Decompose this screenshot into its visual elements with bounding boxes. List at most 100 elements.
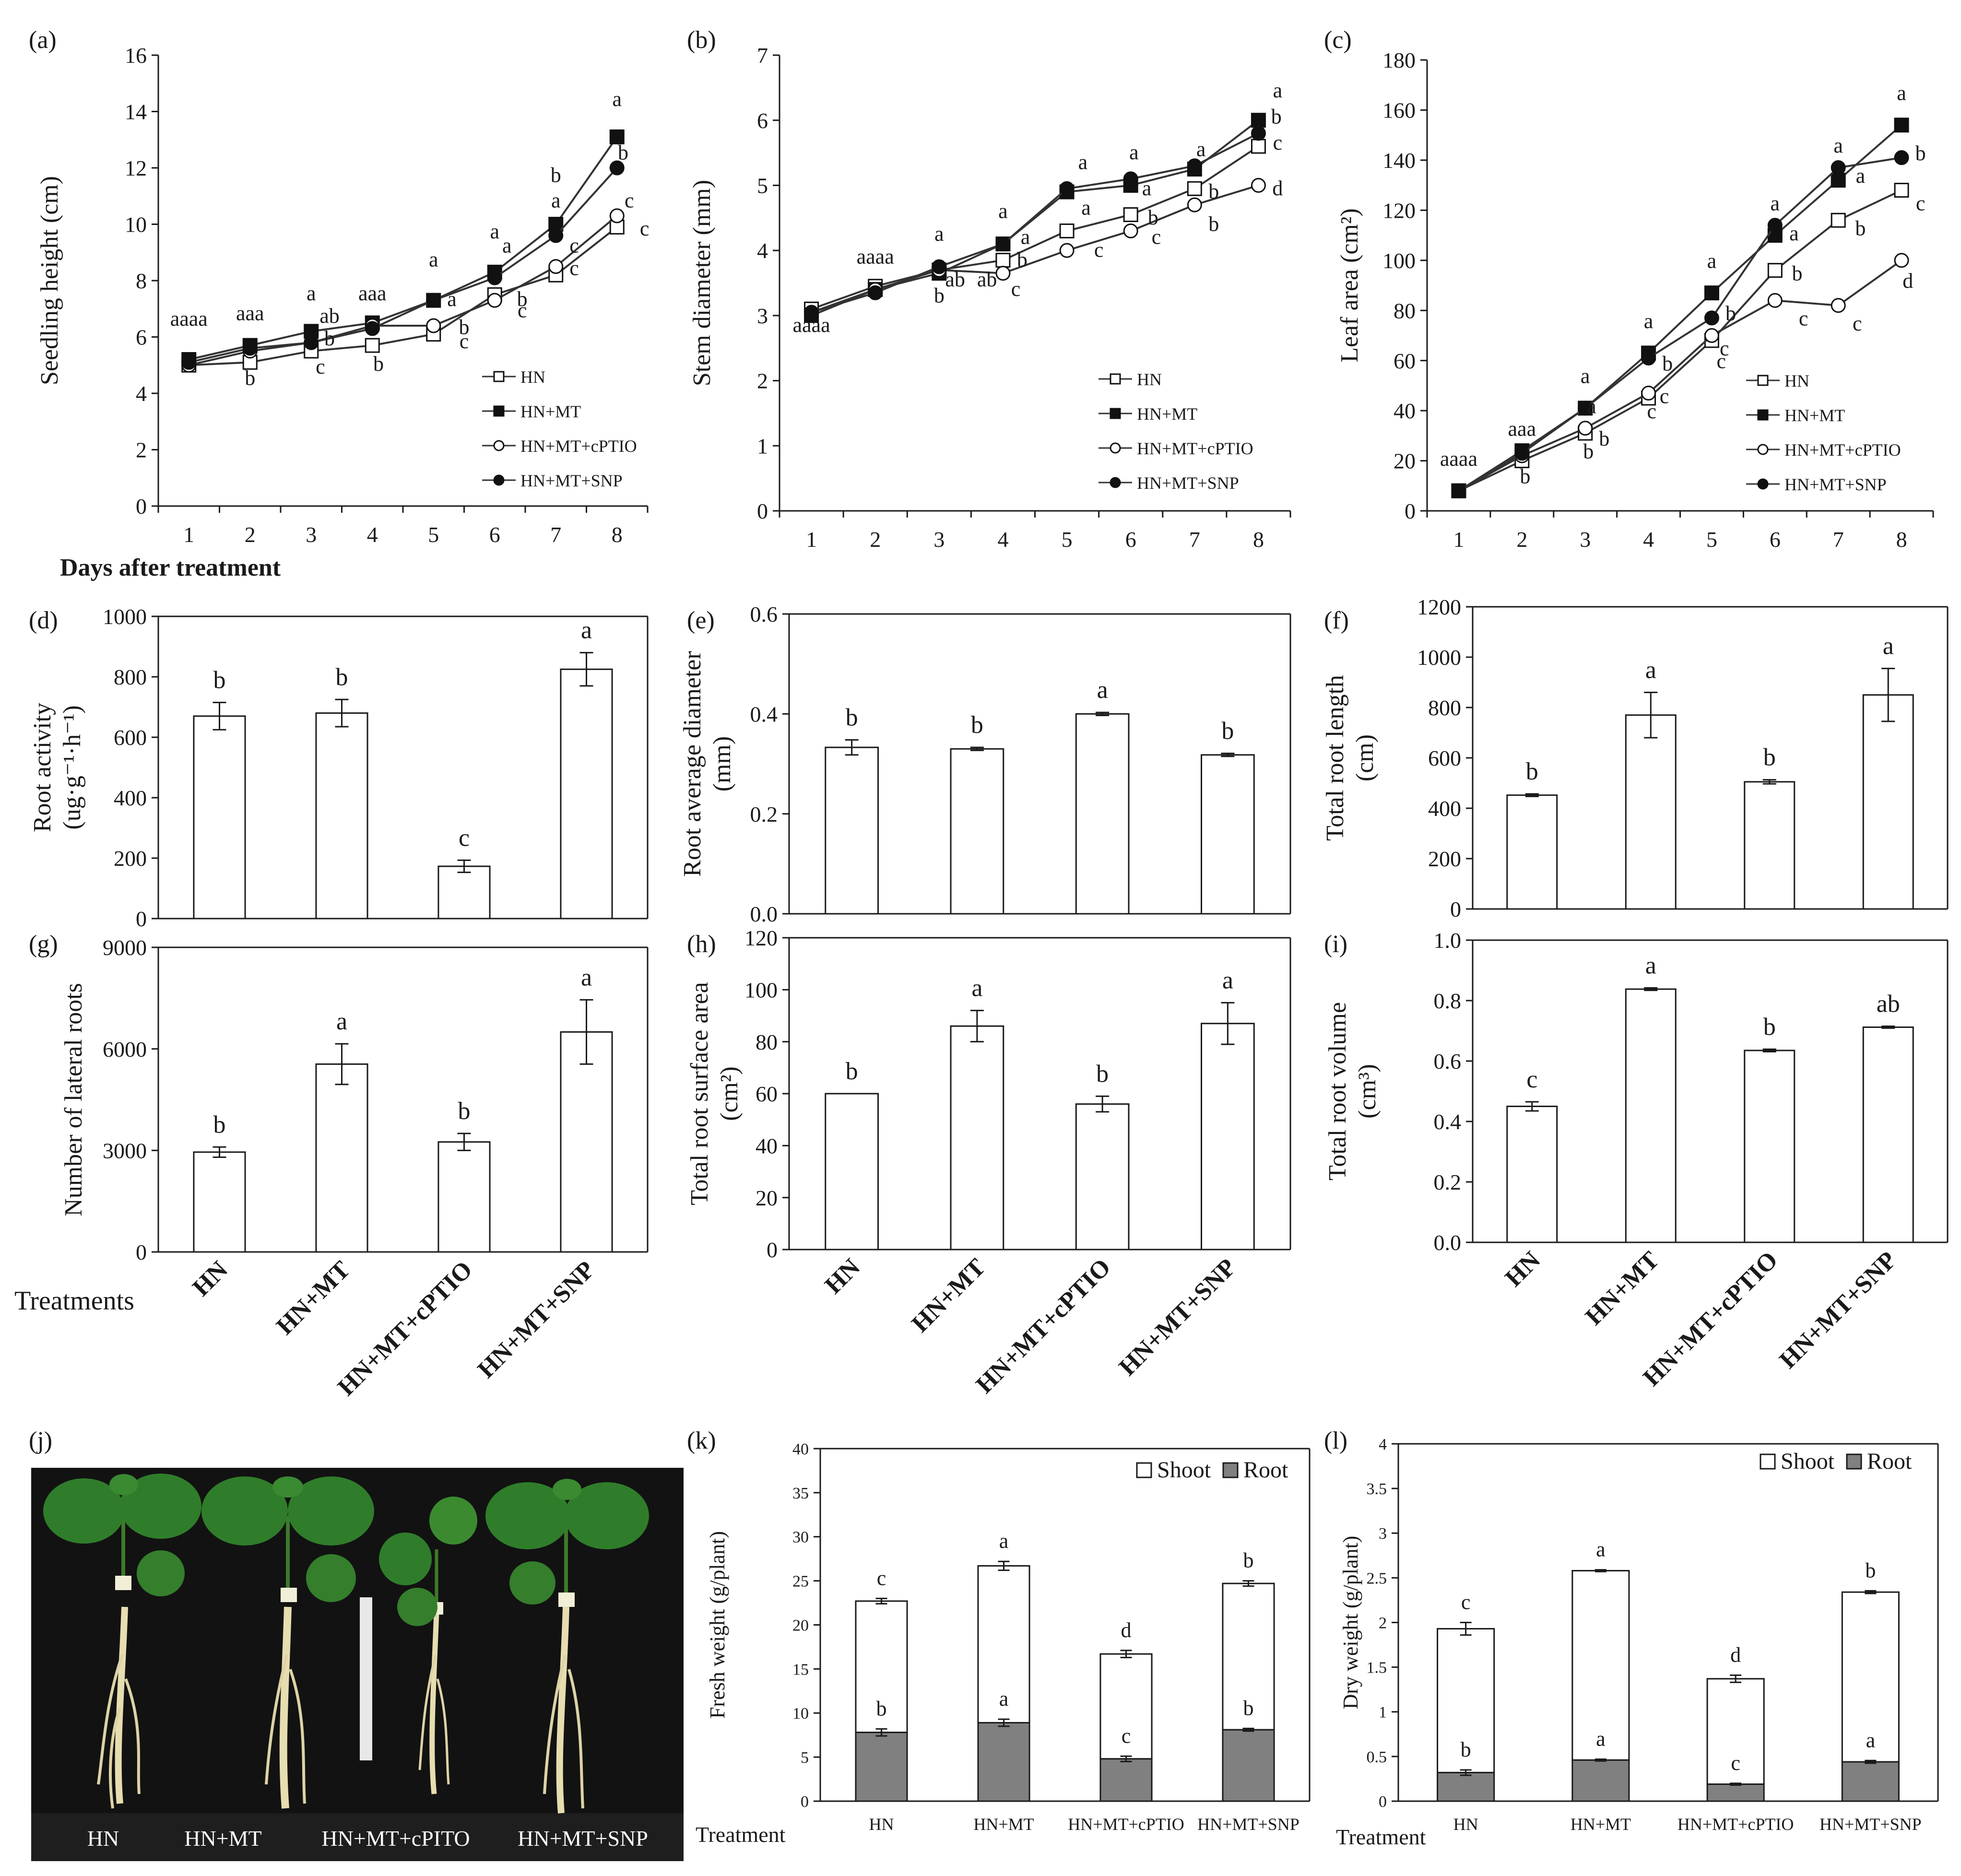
chart-f-ytick-label: 400 [1428,796,1461,821]
chart-l-significance-letter-root: b [1461,1738,1471,1761]
chart-b-point-hn-mt-cptio [1251,177,1266,193]
chart-b-legend-marker [1110,373,1121,385]
chart-c-point-hn [1831,212,1846,228]
chart-i-bar-hn [1506,1106,1558,1243]
chart-b-point-hn [1059,223,1075,238]
chart-d-y-label-unit: (ug·g⁻¹·h⁻¹) [59,705,86,829]
chart-a-ytick-label: 2 [136,438,147,462]
chart-a-point-hn [242,354,258,370]
photo-label-hn: HN [87,1826,119,1851]
chart-b-legend-label: HN+MT [1137,404,1197,424]
chart-a-significance-letter: a [551,189,561,212]
chart-h-bar-hn-mt-snp [1201,1023,1255,1251]
chart-d-significance-letter: b [336,663,348,691]
chart-f-ytick-label: 1200 [1417,595,1461,619]
chart-k-significance-letter-shoot: b [1243,1549,1254,1572]
chart-a-significance-letter: c [460,330,469,353]
chart-b-point-hn [1251,139,1266,154]
chart-a-legend-label: HN+MT+SNP [520,471,623,490]
chart-e-bar-hn-mt [950,748,1004,915]
chart-b-ytick-label: 2 [757,369,768,393]
chart-c-xtick-label: 6 [1770,527,1781,552]
chart-f-bar-hn [1506,794,1558,910]
chart-k-significance-letter-shoot: c [877,1566,886,1590]
chart-f-ytick-label: 0 [1450,897,1461,921]
chart-l-ytick-label: 2 [1379,1614,1387,1632]
chart-a-significance-letter: a [490,220,499,243]
chart-b-ytick-label: 6 [757,108,768,133]
chart-c: 0 20 40 60 80 100 120 140 160 180 Leaf area (cm²) 1… [1336,48,1934,552]
chart-l-ytick-label: 1.5 [1367,1659,1387,1677]
chart-b-xtick-label: 6 [1125,527,1136,552]
chart-b-xtick-label: 3 [933,527,945,552]
chart-c-point-hn-mt-snp [1767,218,1783,233]
chart-c-significance-letter: b [1662,352,1673,376]
photo-label-hn-mt: HN+MT [184,1826,261,1851]
chart-b-point-hn-mt-cptio [995,266,1011,281]
chart-b-xtick-label: 4 [997,527,1008,552]
chart-f-significance-letter: a [1883,633,1894,660]
chart-a-ytick-label: 4 [136,381,147,406]
chart-c-significance-letter: c [1647,400,1656,423]
chart-b-significance-letter: a [934,222,944,246]
chart-f-bar-hn-mt-cptio [1744,781,1796,910]
chart-b-ytick-label: 5 [757,174,768,198]
chart-a-point-hn [365,338,380,353]
chart-k-category-label: HN+MT+cPTIO [1068,1815,1184,1834]
panel-label-c: (c) [1324,26,1352,54]
chart-d-ytick-label: 400 [114,786,147,810]
chart-c-significance-letter: a [1856,164,1866,188]
seedling-plant-hn-mt [201,1476,374,1809]
chart-h-ytick-label: 20 [756,1186,778,1210]
chart-l-ytick-label: 2.5 [1367,1569,1387,1587]
chart-b-point-hn-mt-snp [804,305,819,320]
chart-d-significance-letter: b [213,667,226,694]
chart-d-ytick-label: 200 [114,846,147,871]
chart-g-bar-hn-mt-cptio [437,1141,491,1253]
chart-f-ytick-label: 1000 [1417,645,1461,670]
chart-c-point-hn-mt-cptio [1578,421,1593,436]
chart-f-bar-hn-mt [1625,714,1677,910]
chart-c-legend-marker [1757,375,1769,386]
chart-e-ytick-label: 0.2 [750,802,778,826]
chart-b-point-hn-mt-snp [932,259,947,274]
chart-l-significance-letter-root: a [1866,1728,1876,1752]
chart-g-significance-letter: a [336,1008,347,1035]
chart-c-significance-letter: c [1660,384,1669,408]
chart-a-point-hn-mt-snp [548,228,564,243]
chart-c-significance-letter: a [1587,394,1596,418]
chart-k-ytick-label: 10 [792,1705,809,1723]
chart-g-significance-letter: b [213,1111,226,1138]
chart-g-ytick-label: 3000 [103,1138,147,1163]
chart-c-ytick-label: 0 [1405,499,1416,523]
chart-l: 0 0.5 1 1.5 2 2.5 3 3.5 4 Dry weight (g/plant) c b H… [1336,1436,1939,1849]
chart-g-ytick-label: 9000 [103,935,147,960]
chart-a-point-hn-mt-snp [181,354,197,370]
chart-k-category-label: HN+MT [973,1815,1034,1834]
seedling-plant-hn-mt-snp [485,1479,649,1814]
chart-a-significance-letter: c [569,234,579,257]
chart-i-bar-hn-mt-snp [1862,1026,1914,1243]
chart-e-significance-letter: a [1097,676,1108,704]
chart-b-point-hn-mt-snp [1059,181,1075,196]
chart-d-bar-hn-mt-snp [560,668,613,920]
chart-b-significance-letter: a [1081,196,1091,220]
panel-label-e: (e) [687,607,715,634]
chart-a-significance-letter: c [640,217,650,240]
chart-a-legend-label: HN [520,367,545,387]
chart-l-category-label: HN [1453,1815,1478,1834]
chart-d-significance-letter: a [581,617,592,644]
chart-k-bar-shoot [855,1600,908,1734]
chart-b-significance-letter: aaaa [793,313,830,337]
chart-c-significance-letter: b [1599,427,1609,450]
chart-c-xtick-label: 8 [1896,527,1907,552]
chart-h-ytick-label: 60 [756,1082,778,1106]
chart-k-legend-shoot-label: Shoot [1157,1457,1211,1483]
chart-h-ytick-label: 40 [756,1133,778,1158]
chart-c-significance-letter: a [1897,82,1906,105]
chart-e-ytick-label: 0.0 [750,902,778,926]
chart-c-significance-letter: b [1855,217,1866,240]
chart-l-bar-shoot [1841,1591,1900,1763]
chart-b-significance-letter: b [1208,180,1219,203]
